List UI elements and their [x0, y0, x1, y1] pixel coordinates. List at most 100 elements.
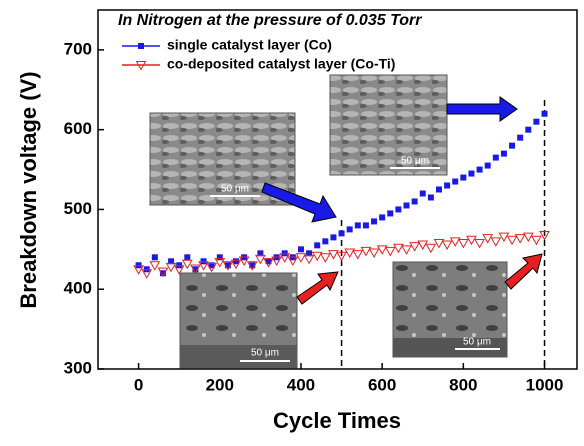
- point: [376, 245, 388, 255]
- x-axis-title: Cycle Times: [273, 408, 401, 433]
- point: [159, 270, 166, 277]
- point: [427, 194, 434, 201]
- point: [393, 243, 404, 254]
- point: [371, 218, 378, 225]
- inset-image: 50 μm: [329, 74, 448, 176]
- point: [360, 246, 372, 257]
- point: [417, 240, 429, 251]
- point: [362, 222, 369, 229]
- y-tick-label: 500: [64, 199, 92, 218]
- point: [214, 258, 226, 268]
- point: [433, 238, 445, 249]
- x-tick-label: 1000: [526, 375, 564, 394]
- scale-label: 50 μm: [221, 184, 249, 195]
- point: [328, 250, 339, 260]
- point: [216, 254, 223, 261]
- point: [190, 264, 201, 274]
- arrow: [504, 253, 543, 290]
- point: [419, 190, 426, 197]
- point: [468, 170, 475, 177]
- x-tick-label: 600: [368, 375, 396, 394]
- point: [509, 142, 516, 149]
- point: [452, 178, 459, 185]
- point: [474, 238, 485, 249]
- point: [338, 230, 345, 237]
- point: [492, 154, 499, 161]
- point: [233, 258, 240, 265]
- arrow: [446, 96, 518, 122]
- point: [533, 118, 540, 125]
- point: [157, 267, 169, 278]
- inset-image: 50 μm: [179, 272, 298, 369]
- point: [484, 162, 491, 169]
- point: [255, 254, 266, 265]
- point: [387, 210, 394, 217]
- point: [482, 234, 494, 244]
- point: [466, 235, 477, 246]
- arrow: [261, 182, 337, 223]
- point: [490, 237, 502, 247]
- point: [500, 150, 507, 157]
- point: [409, 242, 420, 252]
- point: [379, 214, 386, 221]
- point: [168, 258, 175, 265]
- point: [457, 238, 469, 249]
- point: [401, 245, 412, 255]
- point: [165, 262, 177, 273]
- point: [311, 251, 323, 262]
- point: [460, 174, 467, 181]
- y-tick-label: 600: [64, 119, 92, 138]
- point: [208, 262, 215, 269]
- point: [263, 258, 274, 268]
- point: [525, 126, 532, 133]
- x-tick-label: 200: [206, 375, 234, 394]
- point: [354, 222, 361, 229]
- point: [352, 250, 364, 260]
- point: [444, 182, 451, 189]
- point: [306, 250, 313, 257]
- y-tick-label: 400: [64, 279, 92, 298]
- point: [368, 248, 380, 259]
- point: [435, 186, 442, 193]
- scale-label: 50 μm: [251, 348, 279, 359]
- point: [222, 261, 234, 271]
- point: [181, 259, 193, 270]
- point: [230, 259, 242, 270]
- point: [271, 256, 282, 267]
- x-tick-label: 0: [134, 375, 143, 394]
- point: [322, 238, 329, 245]
- point: [206, 262, 218, 273]
- point: [249, 262, 256, 269]
- point: [173, 265, 185, 275]
- point: [184, 254, 191, 261]
- point: [224, 262, 231, 269]
- point: [287, 256, 299, 267]
- point: [476, 166, 483, 173]
- point: [514, 234, 526, 244]
- point: [522, 232, 534, 243]
- point: [133, 265, 144, 275]
- legend-label: single catalyst layer (Co): [167, 37, 332, 53]
- point: [346, 226, 353, 233]
- point: [238, 256, 250, 267]
- point: [246, 261, 258, 271]
- point: [198, 261, 209, 271]
- legend-marker: [138, 43, 144, 49]
- point: [297, 246, 304, 253]
- chart-title: In Nitrogen at the pressure of 0.035 Tor…: [118, 12, 422, 29]
- point: [192, 266, 199, 273]
- point: [330, 234, 337, 241]
- scale-label: 50 μm: [401, 156, 429, 167]
- point: [539, 230, 550, 241]
- plot-area: 0 200 400 600 800 1000 300 400 500 600 700 single c…: [64, 9, 578, 394]
- point: [344, 248, 356, 259]
- legend-marker: [135, 61, 147, 71]
- scale-label: 50 μm: [463, 337, 491, 348]
- x-tick-label: 800: [449, 375, 477, 394]
- point: [449, 237, 461, 247]
- point: [395, 206, 402, 213]
- y-tick-label: 700: [64, 39, 92, 58]
- point: [425, 243, 437, 254]
- point: [336, 251, 347, 262]
